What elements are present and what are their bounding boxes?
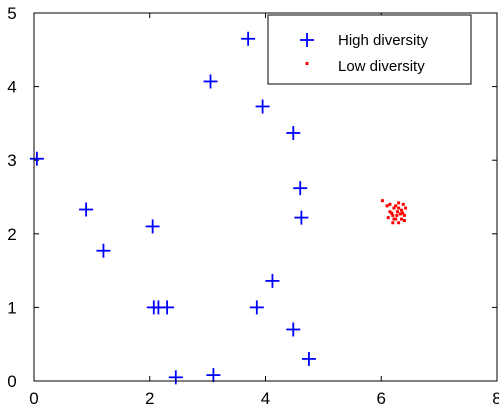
low-diversity-point [401,211,405,215]
y-tick-label: 5 [7,4,16,23]
low-diversity-point [404,206,408,210]
high-diversity-point [168,370,183,385]
high-diversity-point [255,99,270,114]
high-diversity-point [145,219,160,234]
low-diversity-point [392,217,396,221]
low-diversity-point [386,216,390,220]
data-points [29,31,408,385]
legend-box [267,14,472,85]
y-tick-label: 0 [7,372,16,391]
legend: High diversity Low diversity [267,14,472,85]
low-diversity-point [395,210,399,214]
high-diversity-point [294,210,309,225]
low-diversity-point [392,206,396,210]
x-tick-label: 6 [377,389,386,408]
high-diversity-point [29,151,44,166]
low-diversity-point [395,213,399,217]
low-diversity-point [397,201,401,205]
high-diversity-point [293,181,308,196]
high-diversity-point [96,243,111,258]
plot-frame [33,12,498,382]
y-tick-label: 4 [7,78,16,97]
high-diversity-point [206,368,221,383]
low-diversity-point [388,202,392,206]
legend-entries: High diversity Low diversity [300,32,429,75]
low-diversity-point [398,212,402,216]
legend-marker-high-diversity [300,33,314,47]
y-tick-label: 2 [7,225,16,244]
x-tick-label: 8 [492,389,499,408]
low-diversity-point [394,204,398,208]
low-diversity-point [402,213,406,217]
tick-labels: 0 2 4 6 8 0 1 2 3 4 5 [7,4,499,408]
low-diversity-point [394,217,398,221]
low-diversity-point [391,213,395,217]
low-diversity-point [385,204,389,208]
low-diversity-point [397,221,401,225]
high-diversity-point [265,273,280,288]
legend-label: Low diversity [338,58,425,75]
low-diversity-point [390,211,394,215]
high-diversity-point [286,125,301,140]
high-diversity-point [160,300,175,315]
high-diversity-point [249,300,264,315]
x-tick-label: 0 [29,389,38,408]
low-diversity-point [397,206,401,210]
y-tick-label: 1 [7,298,16,317]
high-diversity-point [286,322,301,337]
low-diversity-point [391,221,395,225]
x-tick-label: 2 [145,389,154,408]
high-diversity-point [301,351,316,366]
x-tick-label: 4 [261,389,270,408]
low-diversity-point [380,199,384,203]
high-diversity-point [79,202,94,217]
low-diversity-point [402,219,406,223]
legend-label: High diversity [338,32,429,49]
low-diversity-point [388,210,392,214]
low-diversity-point [400,208,404,212]
low-diversity-point [400,217,404,221]
low-diversity-point [401,202,405,206]
y-tick-label: 3 [7,151,16,170]
high-diversity-point [203,74,218,89]
high-diversity-point [241,31,256,46]
legend-marker-low-diversity [305,62,309,65]
